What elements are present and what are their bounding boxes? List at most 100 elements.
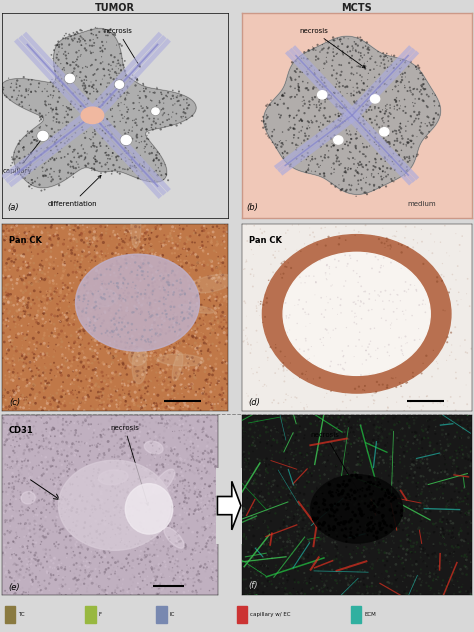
Point xyxy=(362,188,369,198)
Point xyxy=(133,303,140,313)
Point xyxy=(255,523,263,533)
Point xyxy=(275,487,283,497)
Point xyxy=(185,523,192,533)
Point xyxy=(171,492,179,502)
Point xyxy=(196,272,204,283)
Point xyxy=(360,545,367,556)
Point xyxy=(39,442,46,452)
Point xyxy=(21,392,28,403)
Point xyxy=(125,389,133,399)
Point xyxy=(377,262,384,272)
Point xyxy=(151,452,159,462)
Point xyxy=(123,496,130,506)
Point xyxy=(401,561,408,571)
Point xyxy=(323,502,330,513)
Point xyxy=(241,458,248,468)
Point xyxy=(19,426,27,436)
Point xyxy=(189,545,196,555)
Point xyxy=(210,435,218,446)
Point xyxy=(192,308,200,319)
Point xyxy=(58,444,65,454)
Point xyxy=(35,78,43,88)
Point xyxy=(117,506,124,516)
Point xyxy=(163,549,171,559)
Point xyxy=(96,566,103,576)
Point xyxy=(118,527,125,537)
Point xyxy=(163,313,171,324)
Ellipse shape xyxy=(131,206,141,248)
Point xyxy=(210,532,218,542)
Point xyxy=(453,501,460,511)
Point xyxy=(4,527,11,537)
Point xyxy=(385,137,393,147)
Point xyxy=(314,348,321,358)
Point xyxy=(458,429,466,439)
Point xyxy=(128,377,136,387)
Point xyxy=(118,149,126,159)
Point xyxy=(177,515,185,525)
Point xyxy=(43,86,51,96)
Point xyxy=(183,446,191,456)
Point xyxy=(182,492,190,502)
Point xyxy=(205,511,213,521)
Point xyxy=(339,144,346,154)
Point xyxy=(423,516,430,526)
Point xyxy=(288,461,295,471)
Point xyxy=(157,159,165,169)
Point xyxy=(283,570,291,580)
Point xyxy=(131,545,139,556)
Point xyxy=(42,512,49,522)
Point xyxy=(75,382,82,392)
Point xyxy=(190,277,198,287)
Point xyxy=(194,566,202,576)
Point xyxy=(130,149,137,159)
Point xyxy=(445,581,453,592)
Point xyxy=(8,256,16,266)
Point xyxy=(99,248,106,258)
Point xyxy=(244,333,251,343)
Point xyxy=(262,291,270,301)
Point xyxy=(320,312,328,322)
Point xyxy=(164,359,171,369)
Point xyxy=(95,97,102,107)
Point xyxy=(324,38,332,48)
Point xyxy=(374,431,382,441)
Point xyxy=(315,586,323,597)
Point xyxy=(26,268,34,278)
Point xyxy=(75,153,83,163)
Point xyxy=(20,292,27,302)
Point xyxy=(84,250,91,260)
Point xyxy=(354,32,362,42)
Point xyxy=(32,87,40,97)
Point xyxy=(187,461,194,471)
Point xyxy=(151,489,159,499)
Point xyxy=(433,272,441,283)
Point xyxy=(414,307,421,317)
Point xyxy=(55,499,63,509)
Point xyxy=(290,451,298,461)
Point xyxy=(70,234,77,244)
Point xyxy=(150,293,157,303)
Point xyxy=(170,226,178,236)
Point xyxy=(307,156,314,166)
Point xyxy=(192,265,200,276)
Point xyxy=(24,456,32,466)
Point xyxy=(167,471,174,481)
Point xyxy=(130,464,137,474)
Point xyxy=(49,276,57,286)
Point xyxy=(161,492,169,502)
Point xyxy=(369,486,377,496)
Point xyxy=(129,353,137,363)
Point xyxy=(176,338,184,348)
Point xyxy=(168,235,176,245)
Point xyxy=(75,402,83,412)
Point xyxy=(118,277,126,288)
Point xyxy=(453,483,460,494)
Point xyxy=(219,385,227,395)
Point xyxy=(173,317,181,327)
Point xyxy=(19,294,27,304)
Point xyxy=(90,300,97,310)
Point xyxy=(146,299,154,309)
Point xyxy=(114,482,122,492)
Point xyxy=(199,241,206,251)
